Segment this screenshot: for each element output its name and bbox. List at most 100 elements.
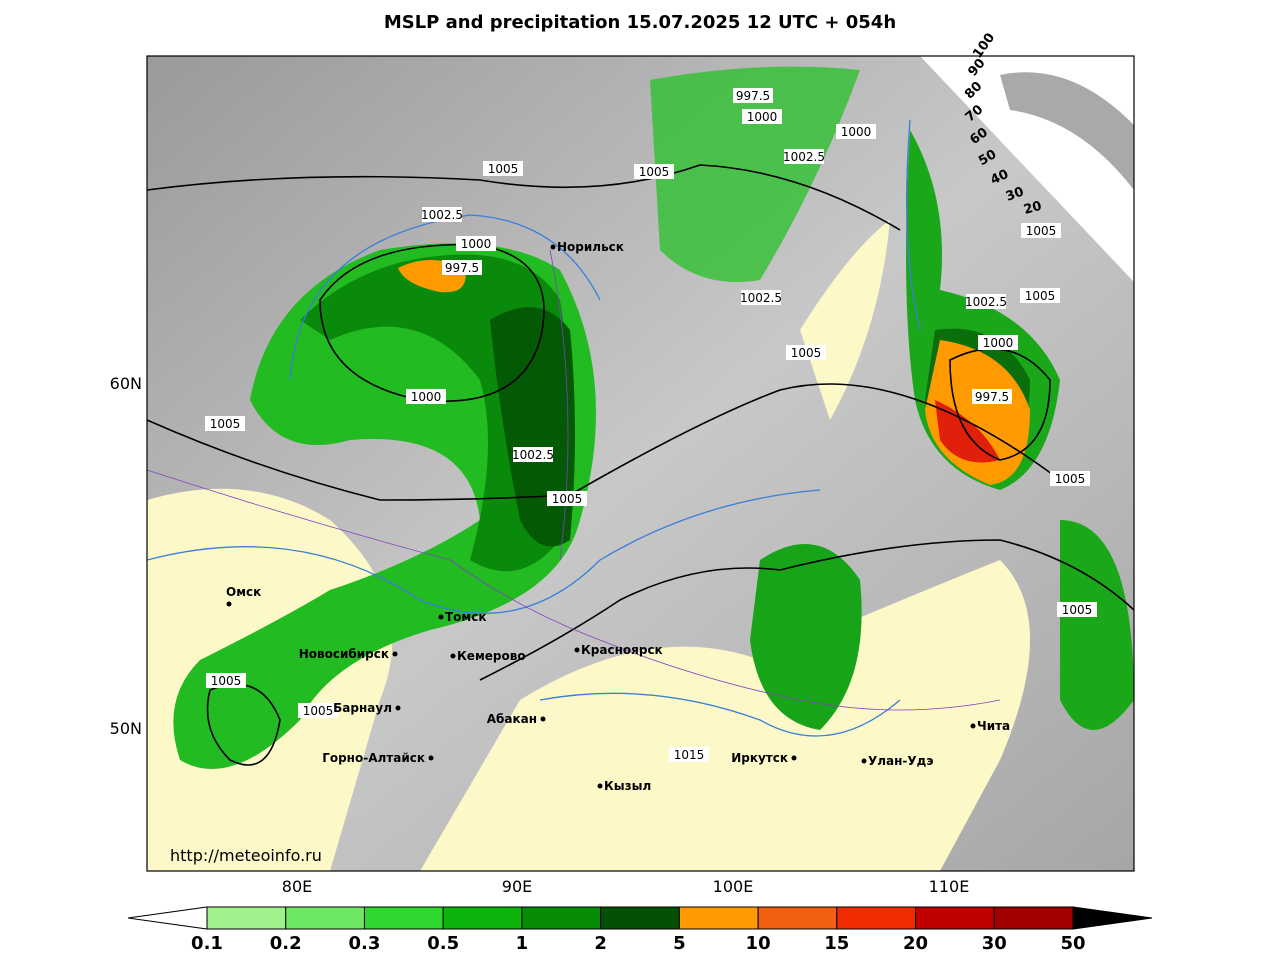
colorbar-box	[836, 906, 917, 930]
colorbar-high-end	[1072, 906, 1153, 930]
colorbar-box	[521, 906, 602, 930]
colorbar-box	[600, 906, 680, 930]
isobar-label: 1005	[488, 162, 519, 176]
colorbar-box	[915, 906, 995, 930]
colorbar-box	[285, 906, 365, 930]
isobar-label-bg	[298, 703, 338, 718]
colorbar-label: 50	[1060, 933, 1085, 954]
isobar-label-bg	[741, 290, 781, 305]
x-axis-label: 80E	[282, 877, 312, 896]
colorbar-label: 30	[982, 933, 1007, 954]
isobar-label: 997.5	[975, 390, 1009, 404]
city-dot	[574, 647, 580, 653]
colorbar-label: 0.2	[270, 933, 302, 954]
city-dot	[861, 758, 867, 764]
isobar-label-bg	[784, 149, 824, 164]
isobar-label-bg	[978, 335, 1018, 350]
city-dot	[540, 716, 546, 722]
x-axis-label: 90E	[502, 877, 532, 896]
isobar-label-bg	[1057, 602, 1097, 617]
isobar-label-bg	[513, 447, 553, 462]
x-axis-label: 110E	[929, 877, 970, 896]
cloud-scale-label: 20	[1022, 199, 1043, 218]
colorbar-box	[993, 906, 1074, 930]
isobar-label-bg	[406, 389, 446, 404]
isobar-label-bg	[836, 124, 876, 139]
city-label: Абакан	[487, 712, 537, 726]
city-dot	[791, 755, 797, 761]
title: MSLP and precipitation 15.07.2025 12 UTC…	[384, 12, 896, 33]
city-dot	[392, 651, 398, 657]
isobar-label-bg	[422, 207, 462, 222]
isobar-label-bg	[205, 416, 245, 431]
city-label: Красноярск	[581, 643, 663, 657]
isobar-label-bg	[966, 294, 1006, 309]
city-dot	[450, 653, 456, 659]
city-label: Улан-Удэ	[868, 754, 933, 768]
isobar-label: 1000	[983, 336, 1014, 350]
isobar-label-bg	[1021, 223, 1061, 238]
colorbar-box	[757, 906, 838, 930]
isobar-label: 1005	[552, 492, 583, 506]
isobar-label: 1002.5	[421, 208, 463, 222]
x-axis-label: 100E	[713, 877, 754, 896]
cloud-scale-label: 30	[1004, 184, 1026, 204]
isobar-label: 1000	[747, 110, 778, 124]
city-label: Иркутск	[731, 751, 788, 765]
isobar-label: 1005	[1025, 289, 1056, 303]
isobar-label-bg	[547, 491, 587, 506]
isobar-label: 1000	[411, 390, 442, 404]
y-axis-label: 50N	[110, 719, 142, 738]
colorbar-box	[206, 906, 287, 930]
colorbar-label: 15	[824, 933, 849, 954]
city-dot	[438, 614, 444, 620]
colorbar-box	[442, 906, 523, 930]
map-frame	[146, 55, 1135, 872]
isobar-label: 1005	[1055, 472, 1086, 486]
city-dot	[970, 723, 976, 729]
isobar-label-bg	[483, 161, 523, 176]
isobar-label: 1002.5	[783, 150, 825, 164]
city-label: Кемерово	[457, 649, 526, 663]
isobar-label-bg	[1020, 288, 1060, 303]
city-label: Норильск	[557, 240, 624, 254]
y-axis-label: 60N	[110, 374, 142, 393]
isobar-label: 1005	[1062, 603, 1093, 617]
colorbar-label: 0.5	[427, 933, 459, 954]
colorbar-label: 0.1	[191, 933, 223, 954]
city-dot	[226, 601, 232, 607]
isobar-label: 1005	[211, 674, 242, 688]
isobar-label: 1015	[674, 748, 705, 762]
isobar-label: 1002.5	[512, 448, 554, 462]
isobar-label: 1002.5	[965, 295, 1007, 309]
city-dot	[550, 244, 556, 250]
city-label: Барнаул	[333, 701, 392, 715]
colorbar-box	[678, 906, 759, 930]
isobar-label-bg	[442, 260, 482, 275]
colorbar-label: 5	[673, 933, 686, 954]
city-label: Горно-Алтайск	[322, 751, 425, 765]
colorbar-label: 0.3	[349, 933, 381, 954]
colorbar-label: 10	[746, 933, 771, 954]
city-label: Кызыл	[604, 779, 651, 793]
isobar-label-bg	[733, 88, 773, 103]
colorbar-low-end	[127, 906, 208, 930]
colorbar-label: 2	[594, 933, 607, 954]
colorbar-label: 1	[516, 933, 529, 954]
city-label: Новосибирск	[299, 647, 389, 661]
city-label: Томск	[445, 610, 487, 624]
isobar-label: 1005	[639, 165, 670, 179]
isobar-label-bg	[634, 164, 674, 179]
city-label: Чита	[977, 719, 1010, 733]
isobar-label: 1005	[791, 346, 822, 360]
isobar-label: 1000	[461, 237, 492, 251]
isobar-label-bg	[206, 673, 246, 688]
city-dot	[597, 783, 603, 789]
city-dot	[428, 755, 434, 761]
isobar-label: 1005	[210, 417, 241, 431]
isobar-label-bg	[786, 345, 826, 360]
city-label: Омск	[226, 585, 261, 599]
cloud-scale-label: 40	[988, 167, 1011, 188]
isobar-label-bg	[669, 747, 709, 762]
